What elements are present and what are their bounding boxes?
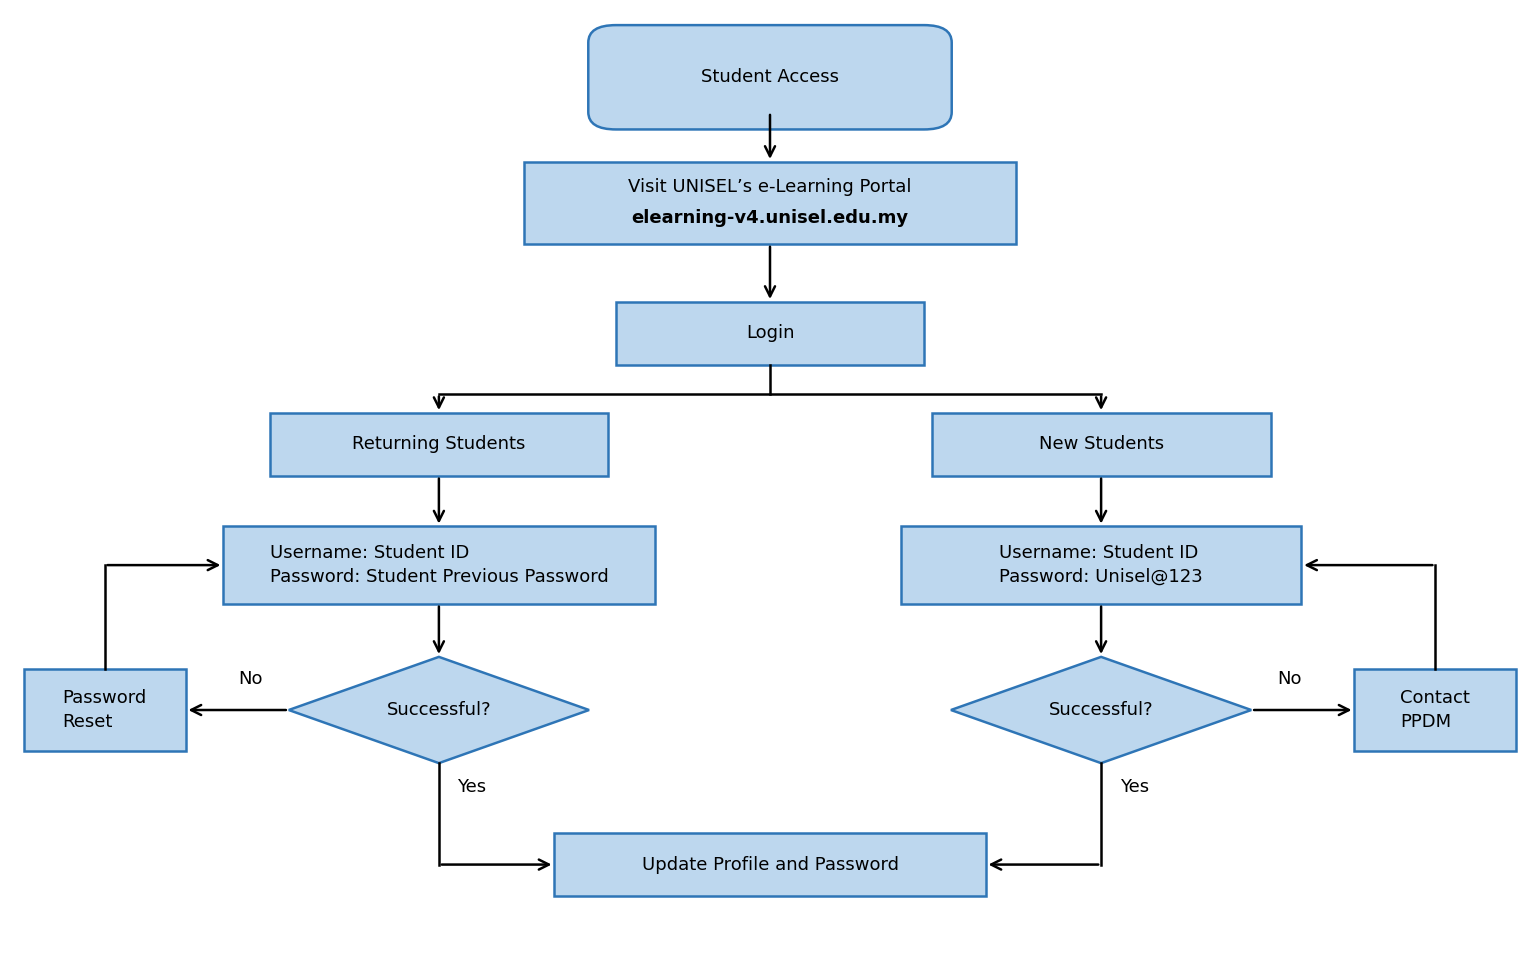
FancyBboxPatch shape [588, 25, 952, 129]
Text: Update Profile and Password: Update Profile and Password [642, 856, 898, 873]
Text: New Students: New Students [1038, 436, 1164, 453]
FancyBboxPatch shape [932, 413, 1270, 475]
Text: Yes: Yes [1120, 779, 1149, 796]
FancyBboxPatch shape [270, 413, 608, 475]
FancyBboxPatch shape [524, 161, 1016, 243]
FancyBboxPatch shape [554, 833, 986, 896]
Text: Password
Reset: Password Reset [63, 689, 146, 731]
Polygon shape [950, 657, 1250, 763]
Text: No: No [239, 670, 262, 688]
Text: Username: Student ID
Password: Student Previous Password: Username: Student ID Password: Student P… [270, 544, 608, 586]
Text: Contact
PPDM: Contact PPDM [1400, 689, 1471, 731]
Text: Yes: Yes [457, 779, 487, 796]
Text: Returning Students: Returning Students [353, 436, 525, 453]
Text: Student Access: Student Access [701, 69, 839, 86]
Text: Username: Student ID
Password: Unisel@123: Username: Student ID Password: Unisel@12… [999, 544, 1203, 586]
Text: elearning-v4.unisel.edu.my: elearning-v4.unisel.edu.my [631, 210, 909, 227]
Text: Successful?: Successful? [1049, 701, 1153, 719]
Text: No: No [1278, 670, 1301, 688]
FancyBboxPatch shape [25, 668, 185, 752]
Polygon shape [288, 657, 588, 763]
FancyBboxPatch shape [616, 301, 924, 364]
FancyBboxPatch shape [901, 526, 1301, 604]
Text: Successful?: Successful? [387, 701, 491, 719]
Text: Visit UNISEL’s e-Learning Portal: Visit UNISEL’s e-Learning Portal [628, 179, 912, 196]
FancyBboxPatch shape [223, 526, 654, 604]
FancyBboxPatch shape [1355, 668, 1515, 752]
Text: Login: Login [745, 325, 795, 342]
